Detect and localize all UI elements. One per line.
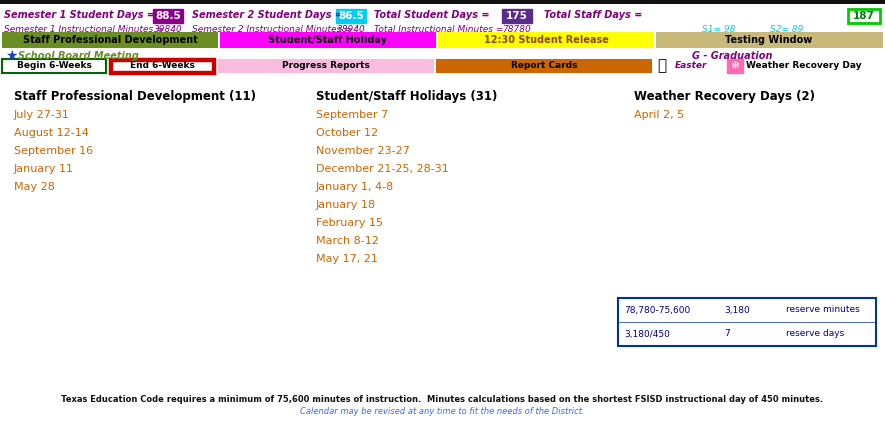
Text: Total Instructional Minutes =: Total Instructional Minutes = [374, 25, 504, 35]
Text: Texas Education Code requires a minimum of 75,600 minutes of instruction.  Minut: Texas Education Code requires a minimum … [61, 395, 823, 405]
Text: January 18: January 18 [316, 200, 376, 210]
Text: 88.5: 88.5 [155, 11, 181, 21]
Text: Semester 1 Instructional Minutes =: Semester 1 Instructional Minutes = [4, 25, 164, 35]
Text: 3,180: 3,180 [724, 306, 750, 314]
Text: December 21-25, 28-31: December 21-25, 28-31 [316, 164, 449, 174]
Bar [110, 59, 214, 73]
Text: 🥚: 🥚 [657, 59, 666, 73]
Text: November 23-27: November 23-27 [316, 146, 410, 156]
Text: Semester 2 Instructional Minutes =: Semester 2 Instructional Minutes = [192, 25, 351, 35]
Text: July 27-31: July 27-31 [14, 110, 70, 120]
Text: Weather Recovery Days (2): Weather Recovery Days (2) [634, 90, 815, 103]
Bar [656, 32, 883, 48]
Text: reserve minutes: reserve minutes [786, 306, 859, 314]
Text: Easter: Easter [675, 62, 707, 70]
Bar [502, 9, 532, 23]
Text: 12:30 Student Release: 12:30 Student Release [483, 35, 609, 45]
Text: 175: 175 [506, 11, 528, 21]
Bar [727, 59, 743, 73]
Text: Weather Recovery Day: Weather Recovery Day [746, 62, 862, 70]
Text: Semester 2 Student Days =: Semester 2 Student Days = [192, 10, 343, 20]
Text: 7: 7 [724, 330, 730, 338]
Text: 3,180/450: 3,180/450 [624, 330, 670, 338]
Text: S1= 98: S1= 98 [702, 25, 735, 35]
Text: Begin 6-Weeks: Begin 6-Weeks [17, 62, 91, 70]
Text: May 17, 21: May 17, 21 [316, 254, 378, 264]
Bar [848, 9, 880, 23]
Text: Staff Professional Development: Staff Professional Development [23, 35, 197, 45]
Bar [0, 0, 885, 4]
Text: 78780: 78780 [503, 25, 531, 35]
Text: 38940: 38940 [336, 25, 366, 35]
Bar [438, 32, 654, 48]
Text: ★: ★ [5, 49, 18, 63]
Bar [153, 9, 183, 23]
Bar [618, 298, 876, 346]
Text: February 15: February 15 [316, 218, 383, 228]
Text: 39840: 39840 [154, 25, 182, 35]
Text: Testing Window: Testing Window [726, 35, 812, 45]
Text: October 12: October 12 [316, 128, 378, 138]
Text: reserve days: reserve days [786, 330, 844, 338]
Text: January 1, 4-8: January 1, 4-8 [316, 182, 394, 192]
Text: Total Student Days =: Total Student Days = [374, 10, 489, 20]
Bar [220, 32, 436, 48]
Text: May 28: May 28 [14, 182, 55, 192]
Bar [436, 59, 652, 73]
Text: Semester 1 Student Days =: Semester 1 Student Days = [4, 10, 155, 20]
Text: January 11: January 11 [14, 164, 74, 174]
Text: September 7: September 7 [316, 110, 389, 120]
Text: April 2, 5: April 2, 5 [634, 110, 684, 120]
Bar [2, 32, 218, 48]
Text: March 8-12: March 8-12 [316, 236, 379, 246]
Text: 187: 187 [853, 11, 875, 21]
Text: Student/Staff Holidays (31): Student/Staff Holidays (31) [316, 90, 497, 103]
Text: End 6-Weeks: End 6-Weeks [129, 62, 195, 70]
Text: S2= 89: S2= 89 [770, 25, 804, 35]
Text: Progress Reports: Progress Reports [282, 62, 370, 70]
Text: 78,780-75,600: 78,780-75,600 [624, 306, 690, 314]
Text: August 12-14: August 12-14 [14, 128, 88, 138]
Bar [336, 9, 366, 23]
Bar [2, 59, 106, 73]
Bar [112, 61, 212, 71]
Text: Student/Staff Holiday: Student/Staff Holiday [268, 35, 388, 45]
Text: Staff Professional Development (11): Staff Professional Development (11) [14, 90, 256, 103]
Bar [218, 59, 434, 73]
Text: September 16: September 16 [14, 146, 93, 156]
Text: Total Staff Days =: Total Staff Days = [544, 10, 643, 20]
Text: Calendar may be revised at any time to fit the needs of the District.: Calendar may be revised at any time to f… [300, 406, 584, 416]
Text: School Board Meeting: School Board Meeting [18, 51, 139, 61]
Text: G - Graduation: G - Graduation [692, 51, 773, 61]
Text: Report Cards: Report Cards [511, 62, 577, 70]
Text: ❄: ❄ [730, 61, 740, 71]
Text: 86.5: 86.5 [338, 11, 364, 21]
